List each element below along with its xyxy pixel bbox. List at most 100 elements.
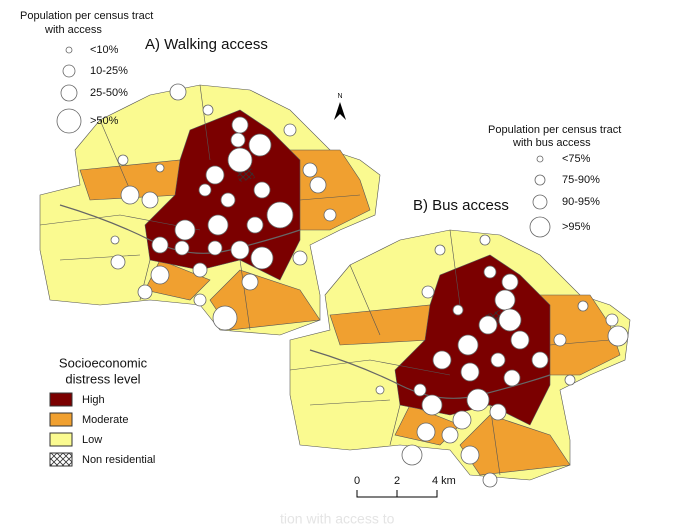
access-symbol — [207, 240, 223, 256]
access-symbol — [457, 334, 479, 356]
legend-swatch — [49, 432, 73, 447]
legend-label: Non residential — [82, 454, 155, 466]
access-symbol — [413, 383, 427, 397]
access-symbol — [309, 176, 327, 194]
access-symbol — [452, 304, 464, 316]
access-symbol — [198, 183, 212, 197]
access-symbol — [503, 369, 521, 387]
access-symbol — [193, 293, 207, 307]
access-symbol — [253, 181, 271, 199]
access-symbol — [478, 315, 498, 335]
map-title: A) Walking access — [145, 36, 268, 53]
access-symbol — [510, 330, 530, 350]
access-symbol — [141, 191, 159, 209]
access-symbol — [421, 394, 443, 416]
legend-title: Socioeconomic — [59, 355, 148, 370]
access-symbol — [169, 83, 187, 101]
access-symbol — [227, 147, 253, 173]
access-symbol — [607, 325, 629, 347]
access-symbol — [490, 352, 506, 368]
access-symbol — [137, 284, 153, 300]
map-title: B) Bus access — [413, 197, 509, 214]
legend-label: Low — [82, 434, 102, 446]
map-b — [289, 229, 631, 481]
legend-swatch — [49, 392, 73, 407]
legend-title: with access — [44, 24, 102, 36]
access-symbol — [202, 104, 214, 116]
legend-symbol — [532, 194, 548, 210]
access-symbol — [155, 163, 165, 173]
access-symbol — [375, 385, 385, 395]
access-symbol — [553, 333, 567, 347]
access-symbol — [230, 132, 246, 148]
access-symbol — [151, 236, 169, 254]
scale-bar — [356, 490, 438, 498]
legend-label: 75-90% — [562, 174, 600, 186]
legend-symbol — [534, 174, 546, 186]
access-symbol — [564, 374, 576, 386]
legend-label: >95% — [562, 221, 591, 233]
access-symbol — [205, 165, 225, 185]
access-symbol — [207, 214, 229, 236]
access-symbol — [192, 262, 208, 278]
scale-label: 4 km — [432, 475, 456, 487]
legend-symbol — [62, 64, 76, 78]
access-symbol — [241, 273, 259, 291]
access-symbol — [212, 305, 238, 331]
access-symbol — [489, 403, 507, 421]
access-symbol — [220, 192, 236, 208]
caption-fragment: tion with access to — [280, 511, 395, 527]
access-symbol — [117, 154, 129, 166]
legend-swatch — [49, 412, 73, 427]
access-symbol — [501, 273, 519, 291]
access-symbol — [266, 201, 294, 229]
scale-label: 2 — [394, 475, 400, 487]
access-symbol — [421, 285, 435, 299]
north-label: N — [337, 93, 342, 100]
access-symbol — [432, 350, 452, 370]
legend-label: Moderate — [82, 414, 128, 426]
legend-title: Population per census tract — [488, 124, 621, 136]
access-symbol — [466, 388, 490, 412]
access-symbol — [401, 444, 423, 466]
access-symbol — [174, 219, 196, 241]
access-symbol — [174, 240, 190, 256]
access-symbol — [452, 410, 472, 430]
access-symbol — [292, 250, 308, 266]
access-symbol — [246, 216, 264, 234]
access-symbol — [483, 265, 497, 279]
access-symbol — [283, 123, 297, 137]
access-symbol — [441, 426, 459, 444]
access-symbol — [150, 265, 170, 285]
access-symbol — [434, 244, 446, 256]
legend-label: High — [82, 394, 105, 406]
access-symbol — [302, 162, 318, 178]
legend-label: 25-50% — [90, 87, 128, 99]
access-symbol — [120, 185, 140, 205]
legend-symbol — [65, 46, 73, 54]
access-symbol — [231, 116, 249, 134]
legend-label: <75% — [562, 153, 591, 165]
access-symbol — [248, 133, 272, 157]
legend-label: 90-95% — [562, 196, 600, 208]
access-symbol — [605, 313, 619, 327]
scale-label: 0 — [354, 475, 360, 487]
legend-symbol — [536, 155, 544, 163]
access-symbol — [482, 472, 498, 488]
access-symbol — [460, 445, 480, 465]
legend-title: with bus access — [512, 137, 591, 149]
access-symbol — [577, 300, 589, 312]
access-symbol — [250, 246, 274, 270]
access-symbol — [110, 235, 120, 245]
access-symbol — [531, 351, 549, 369]
access-symbol — [230, 240, 250, 260]
legend-label: 10-25% — [90, 65, 128, 77]
legend-label: >50% — [90, 115, 119, 127]
access-symbol — [323, 208, 337, 222]
legend-title: distress level — [65, 371, 140, 386]
legend-symbol — [529, 216, 551, 238]
legend-swatch — [49, 452, 73, 467]
legend-label: <10% — [90, 44, 119, 56]
access-symbol — [479, 234, 491, 246]
